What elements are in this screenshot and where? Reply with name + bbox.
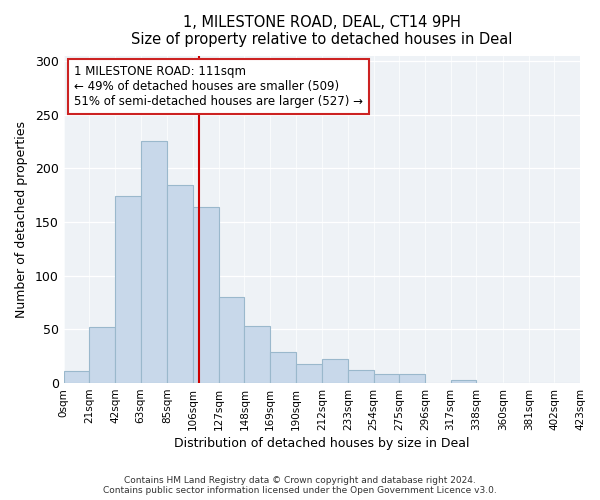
Bar (270, 352, 296, 383)
X-axis label: Distribution of detached houses by size in Deal: Distribution of detached houses by size … (174, 437, 470, 450)
Bar (348, 370, 374, 383)
Bar (451, 380, 476, 383)
Bar (296, 364, 322, 383)
Bar (193, 207, 218, 383)
Bar (140, 142, 167, 383)
Bar (400, 374, 425, 383)
Y-axis label: Number of detached properties: Number of detached properties (15, 121, 28, 318)
Bar (322, 360, 348, 383)
Bar (89, 327, 115, 383)
Bar (218, 297, 244, 383)
Bar (115, 196, 140, 383)
Bar (64, 372, 89, 383)
Title: 1, MILESTONE ROAD, DEAL, CT14 9PH
Size of property relative to detached houses i: 1, MILESTONE ROAD, DEAL, CT14 9PH Size o… (131, 15, 512, 48)
Bar (167, 186, 193, 383)
Bar (374, 374, 400, 383)
Bar (244, 326, 270, 383)
Text: Contains HM Land Registry data © Crown copyright and database right 2024.
Contai: Contains HM Land Registry data © Crown c… (103, 476, 497, 495)
Text: 1 MILESTONE ROAD: 111sqm
← 49% of detached houses are smaller (509)
51% of semi-: 1 MILESTONE ROAD: 111sqm ← 49% of detach… (74, 66, 363, 108)
